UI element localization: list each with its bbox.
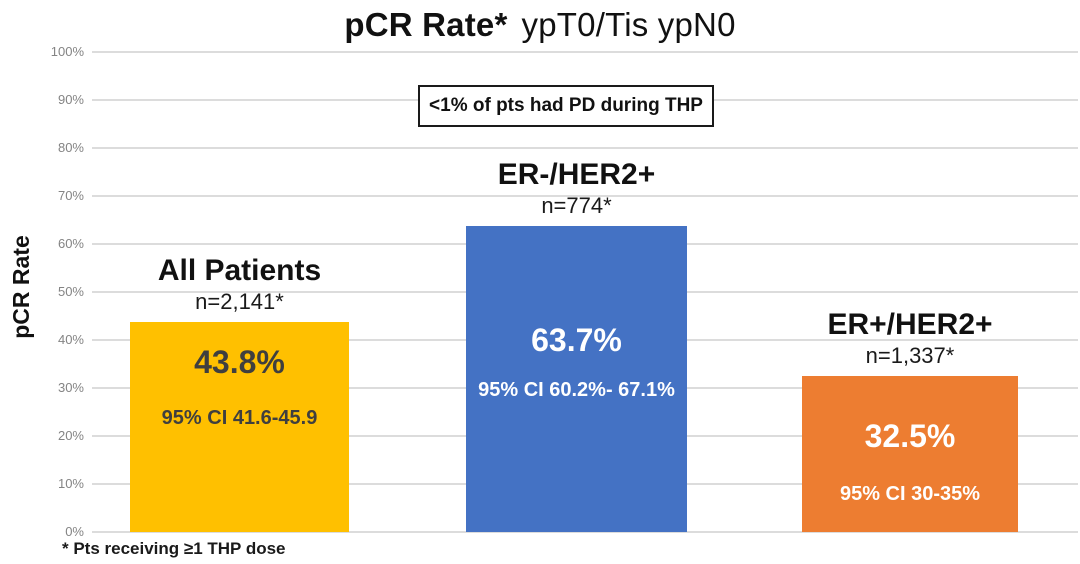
bar-er-pos-her2-pos: 32.5% 95% CI 30-35% — [802, 376, 1018, 532]
bar-header: ER+/HER2+ n=1,337* — [742, 308, 1078, 374]
y-tick-label: 50% — [57, 284, 84, 299]
bar-header: All Patients n=2,141* — [70, 254, 409, 320]
bar-value-label: 63.7% — [531, 322, 622, 358]
category-label: All Patients — [157, 254, 322, 287]
y-tick-label: 70% — [57, 188, 84, 203]
annotation-text: <1% of pts had PD during THP — [429, 95, 703, 116]
bar-ci-label: 95% CI 30-35% — [839, 483, 981, 505]
y-tick-label: 20% — [57, 428, 84, 443]
footnote: * Pts receiving ≥1 THP dose — [62, 539, 286, 558]
bar-value-label: 32.5% — [864, 418, 956, 454]
sample-size-label: n=1,337* — [865, 343, 955, 368]
gridline — [92, 147, 1078, 149]
gridline — [92, 531, 1078, 533]
bar-group-er-neg-her2-pos: ER-/HER2+ n=774* 63.7% 95% CI 60.2%- 67.… — [466, 52, 687, 532]
category-label: ER+/HER2+ — [827, 308, 993, 341]
y-tick-label: 10% — [57, 476, 84, 491]
y-tick-label: 0% — [65, 524, 84, 539]
bar-all-patients: 43.8% 95% CI 41.6-45.9 — [130, 322, 349, 532]
bar-group-er-pos-her2-pos: ER+/HER2+ n=1,337* 32.5% 95% CI 30-35% — [802, 52, 1018, 532]
bar-ci-label: 95% CI 41.6-45.9 — [161, 407, 318, 429]
y-tick-label: 40% — [57, 332, 84, 347]
gridline — [92, 51, 1078, 53]
y-tick-label: 90% — [57, 92, 84, 107]
y-tick-label: 100% — [50, 44, 84, 59]
bar-value-label: 43.8% — [194, 344, 285, 380]
chart-title-main: pCR Rate* — [344, 6, 508, 43]
annotation-box: <1% of pts had PD during THP — [418, 85, 714, 127]
chart-title: pCR Rate* ypT0/Tis ypN0 — [0, 6, 1080, 44]
y-tick-label: 80% — [57, 140, 84, 155]
gridline — [92, 195, 1078, 197]
chart-title-sub: ypT0/Tis ypN0 — [521, 6, 736, 43]
category-label: ER-/HER2+ — [497, 158, 656, 191]
bar-er-neg-her2-pos: 63.7% 95% CI 60.2%- 67.1% — [466, 226, 687, 532]
sample-size-label: n=774* — [541, 193, 612, 218]
bar-header: ER-/HER2+ n=774* — [406, 158, 747, 224]
sample-size-label: n=2,141* — [195, 289, 284, 314]
bar-ci-label: 95% CI 60.2%- 67.1% — [478, 379, 675, 401]
y-tick-label: 60% — [57, 236, 84, 251]
bar-group-all-patients: All Patients n=2,141* 43.8% 95% CI 41.6-… — [130, 52, 349, 532]
y-tick-label: 30% — [57, 380, 84, 395]
